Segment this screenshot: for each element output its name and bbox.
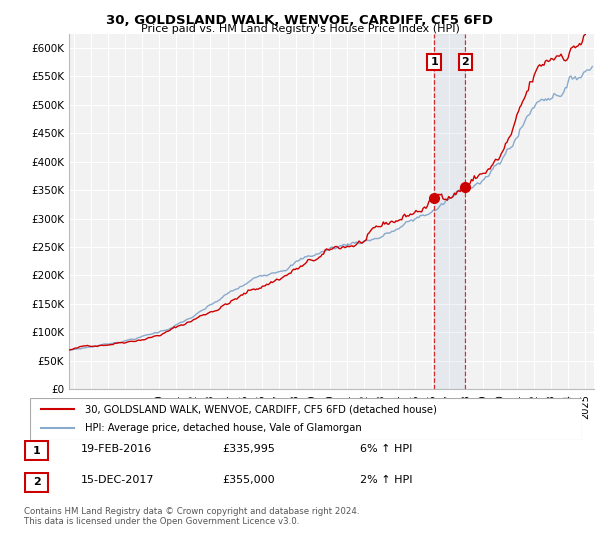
- Bar: [434, 34, 466, 389]
- Text: £355,000: £355,000: [222, 475, 275, 486]
- Text: 1: 1: [33, 446, 40, 456]
- Text: 6% ↑ HPI: 6% ↑ HPI: [360, 444, 412, 454]
- Text: 1: 1: [430, 57, 438, 67]
- Text: Price paid vs. HM Land Registry's House Price Index (HPI): Price paid vs. HM Land Registry's House …: [140, 24, 460, 34]
- Text: 15-DEC-2017: 15-DEC-2017: [81, 475, 155, 486]
- FancyBboxPatch shape: [25, 473, 48, 492]
- Text: 30, GOLDSLAND WALK, WENVOE, CARDIFF, CF5 6FD (detached house): 30, GOLDSLAND WALK, WENVOE, CARDIFF, CF5…: [85, 404, 437, 414]
- Text: HPI: Average price, detached house, Vale of Glamorgan: HPI: Average price, detached house, Vale…: [85, 423, 362, 433]
- Text: 2% ↑ HPI: 2% ↑ HPI: [360, 475, 413, 486]
- Text: Contains HM Land Registry data © Crown copyright and database right 2024.
This d: Contains HM Land Registry data © Crown c…: [24, 507, 359, 526]
- Text: £335,995: £335,995: [222, 444, 275, 454]
- Text: 30, GOLDSLAND WALK, WENVOE, CARDIFF, CF5 6FD: 30, GOLDSLAND WALK, WENVOE, CARDIFF, CF5…: [107, 14, 493, 27]
- Text: 19-FEB-2016: 19-FEB-2016: [81, 444, 152, 454]
- Text: 2: 2: [461, 57, 469, 67]
- FancyBboxPatch shape: [25, 441, 48, 460]
- FancyBboxPatch shape: [30, 398, 582, 440]
- Text: 2: 2: [33, 477, 40, 487]
